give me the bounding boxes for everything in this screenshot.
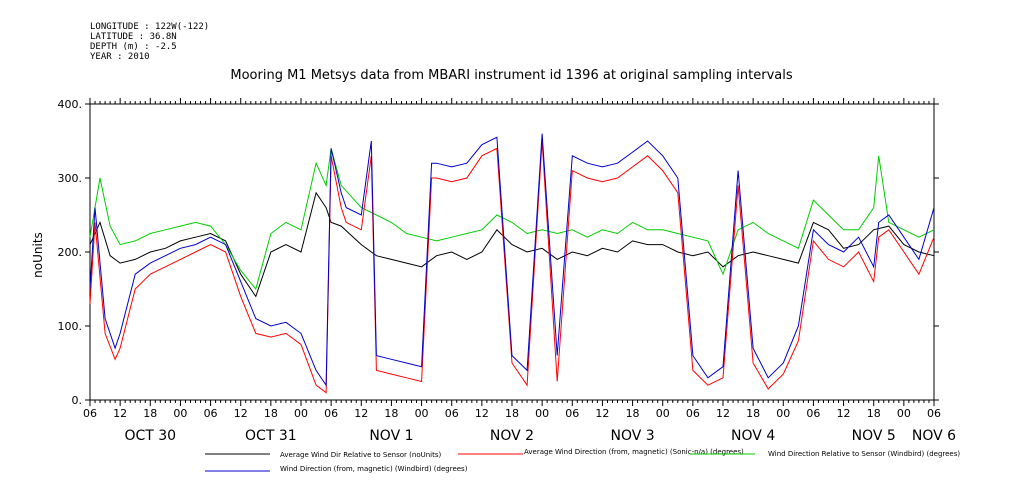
y-tick-label: 400. (58, 98, 83, 111)
x-date-label: NOV 6 (912, 428, 956, 444)
legend-label: Average Wind Dir Relative to Sensor (noU… (280, 451, 441, 459)
x-tick-label: 00 (656, 407, 670, 420)
y-axis-label: noUnits (31, 232, 45, 278)
y-tick-label: 300. (58, 172, 83, 185)
y-tick-label: 0. (72, 394, 83, 407)
x-tick-label: 06 (445, 407, 459, 420)
x-date-label: NOV 4 (731, 428, 775, 444)
x-tick-label: 12 (475, 407, 489, 420)
meta-latitude: LATITUDE : 36.8N (90, 32, 177, 42)
x-tick-label: 06 (565, 407, 579, 420)
legend-label: Wind Direction Relative to Sensor (Windb… (768, 450, 960, 458)
x-tick-label: 00 (173, 407, 187, 420)
x-tick-label: 00 (535, 407, 549, 420)
x-tick-label: 18 (746, 407, 760, 420)
series-line (89, 140, 935, 394)
x-date-label: NOV 1 (369, 428, 413, 444)
x-tick-label: 18 (264, 407, 278, 420)
meta-longitude: LONGITUDE : 122W(-122) (90, 22, 210, 32)
x-date-label: NOV 2 (490, 428, 534, 444)
x-date-label: OCT 30 (124, 428, 176, 444)
x-tick-label: 00 (776, 407, 790, 420)
x-tick-label: 00 (294, 407, 308, 420)
x-tick-label: 12 (234, 407, 248, 420)
series-line (89, 133, 935, 387)
x-tick-label: 12 (354, 407, 368, 420)
legend-label: Average Wind Direction (from, magnetic) … (524, 448, 744, 456)
x-tick-label: 12 (716, 407, 730, 420)
x-date-label: OCT 31 (245, 428, 297, 444)
x-tick-label: 18 (384, 407, 398, 420)
x-tick-label: 06 (83, 407, 97, 420)
x-tick-label: 06 (806, 407, 820, 420)
x-tick-label: 06 (324, 407, 338, 420)
x-tick-label: 06 (686, 407, 700, 420)
x-tick-label: 12 (595, 407, 609, 420)
x-tick-label: 18 (505, 407, 519, 420)
x-date-label: NOV 5 (852, 428, 896, 444)
chart-title: Mooring M1 Metsys data from MBARI instru… (230, 68, 793, 83)
x-tick-label: 18 (626, 407, 640, 420)
x-tick-label: 18 (867, 407, 881, 420)
y-tick-label: 100. (58, 320, 83, 333)
x-tick-label: 12 (837, 407, 851, 420)
meta-depth: DEPTH (m) : -2.5 (90, 42, 177, 52)
x-tick-label: 00 (415, 407, 429, 420)
legend-label: Wind Direction (from, magnetic) (Windbir… (280, 465, 468, 473)
x-tick-label: 06 (204, 407, 218, 420)
x-tick-label: 18 (143, 407, 157, 420)
x-tick-label: 00 (897, 407, 911, 420)
metadata-block: LONGITUDE : 122W(-122) LATITUDE : 36.8N … (90, 22, 209, 62)
x-tick-label: 06 (927, 407, 941, 420)
meta-year: YEAR : 2010 (90, 52, 150, 62)
y-tick-label: 200. (58, 246, 83, 259)
x-tick-label: 12 (113, 407, 127, 420)
x-date-label: NOV 3 (610, 428, 654, 444)
series-line (89, 148, 935, 291)
